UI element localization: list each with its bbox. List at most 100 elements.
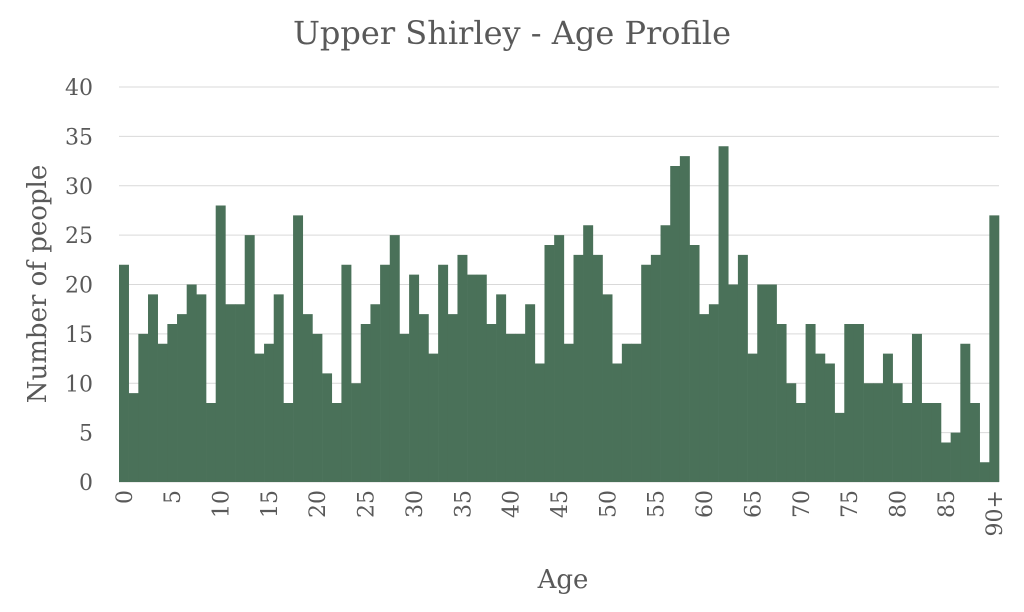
x-tick-label: 45 — [548, 490, 573, 518]
bar-age-80 — [892, 383, 903, 482]
bar-age-83 — [921, 403, 932, 482]
y-tick-label: 0 — [79, 471, 93, 496]
bar-age-71 — [805, 324, 816, 482]
bar-age-45 — [554, 235, 565, 482]
x-tick-label: 30 — [403, 490, 428, 518]
bar-age-16 — [273, 294, 284, 482]
bar-age-20 — [312, 333, 323, 482]
bar-age-3 — [148, 294, 158, 482]
y-tick-label: 25 — [65, 224, 93, 249]
bar-age-82 — [911, 333, 922, 482]
bar-age-35 — [457, 254, 468, 482]
bar-age-13 — [244, 235, 255, 482]
y-axis-ticks: 0 5 10 15 20 25 30 35 40 — [65, 76, 93, 496]
bar-age-42 — [525, 304, 536, 482]
bar-age-22 — [331, 403, 342, 482]
x-tick-label: 80 — [886, 490, 911, 518]
bar-age-53 — [631, 343, 642, 482]
bar-age-87 — [960, 343, 971, 482]
x-tick-label: 60 — [693, 490, 718, 518]
bar-age-36 — [467, 274, 478, 482]
bar-age-56 — [660, 225, 671, 482]
bar-age-52 — [621, 343, 632, 482]
x-tick-label: 85 — [935, 490, 960, 518]
x-tick-label: 90+ — [983, 490, 1008, 536]
bar-age-19 — [302, 314, 313, 482]
bar-age-79 — [882, 353, 893, 482]
x-tick-label: 0 — [113, 490, 138, 504]
bar-age-23 — [341, 264, 352, 482]
bar-age-27 — [380, 264, 391, 482]
x-tick-label: 5 — [161, 490, 186, 504]
y-tick-label: 15 — [65, 323, 93, 348]
x-tick-label: 20 — [306, 490, 331, 518]
bar-age-32 — [428, 353, 439, 482]
bar-age-76 — [853, 324, 864, 482]
bar-age-10 — [215, 205, 226, 482]
bar-age-73 — [824, 363, 835, 482]
bar-age-4 — [157, 343, 168, 482]
bar-age-65 — [747, 353, 758, 482]
bar-age-33 — [438, 264, 449, 482]
bar-age-81 — [902, 403, 913, 482]
bar-age-54 — [641, 264, 652, 482]
bar-age-75 — [844, 324, 855, 482]
bar-age-44 — [544, 245, 555, 482]
x-axis-ticks: 0 5 10 15 20 25 30 35 40 45 50 55 60 65 70 75 80 85 90+ — [113, 490, 1008, 536]
bar-age-61 — [708, 304, 719, 482]
bar-age-89 — [979, 462, 990, 482]
bar-age-62 — [718, 146, 729, 482]
bar-age-55 — [650, 254, 661, 482]
y-axis-title: Number of people — [23, 165, 53, 403]
bar-age-88 — [969, 403, 980, 482]
x-tick-label: 50 — [596, 490, 621, 518]
bar-age-78 — [873, 383, 884, 482]
bar-age-59 — [689, 245, 700, 482]
bar-age-70 — [795, 403, 806, 482]
x-tick-label: 65 — [741, 490, 766, 518]
bar-age-50 — [602, 294, 613, 482]
bar-age-37 — [476, 274, 487, 482]
x-axis-title: Age — [537, 565, 589, 595]
bar-age-49 — [592, 254, 603, 482]
bar-age-47 — [573, 254, 584, 482]
bar-age-11 — [225, 304, 236, 482]
bar-age-60 — [699, 314, 710, 482]
bar-age-43 — [534, 363, 545, 482]
bar-age-48 — [583, 225, 594, 482]
y-tick-label: 20 — [65, 274, 93, 299]
bar-age-85 — [940, 442, 951, 482]
y-tick-label: 10 — [65, 372, 93, 397]
bar-age-77 — [863, 383, 874, 482]
x-tick-label: 40 — [500, 490, 525, 518]
bar-age-12 — [235, 304, 246, 482]
bar-age-1 — [128, 393, 139, 482]
bar-age-6 — [177, 314, 187, 482]
bar-age-69 — [786, 383, 797, 482]
x-tick-label: 10 — [210, 490, 235, 518]
x-tick-label: 35 — [451, 490, 476, 518]
bar-age-74 — [834, 412, 845, 482]
bar-age-25 — [360, 324, 371, 482]
bar-age-7 — [186, 284, 197, 482]
bar-age-30 — [409, 274, 420, 482]
bar-age-86 — [950, 432, 961, 482]
x-tick-label: 70 — [790, 490, 815, 518]
chart-title: Upper Shirley - Age Profile — [293, 14, 731, 52]
bar-age-15 — [264, 343, 275, 482]
bar-age-38 — [486, 324, 497, 482]
bar-age-40 — [505, 333, 516, 482]
y-tick-label: 40 — [65, 76, 93, 101]
bar-age-21 — [322, 373, 333, 482]
bar-age-68 — [776, 324, 787, 482]
bar-age-72 — [815, 353, 826, 482]
bar-age-66 — [757, 284, 768, 482]
bar-age-17 — [283, 403, 294, 482]
bar-age-34 — [447, 314, 458, 482]
bar-age-39 — [496, 294, 507, 482]
bar-age-24 — [351, 383, 362, 482]
y-tick-label: 5 — [79, 422, 93, 447]
bar-age-63 — [728, 284, 739, 482]
bar-age-28 — [389, 235, 400, 482]
x-tick-label: 55 — [645, 490, 670, 518]
